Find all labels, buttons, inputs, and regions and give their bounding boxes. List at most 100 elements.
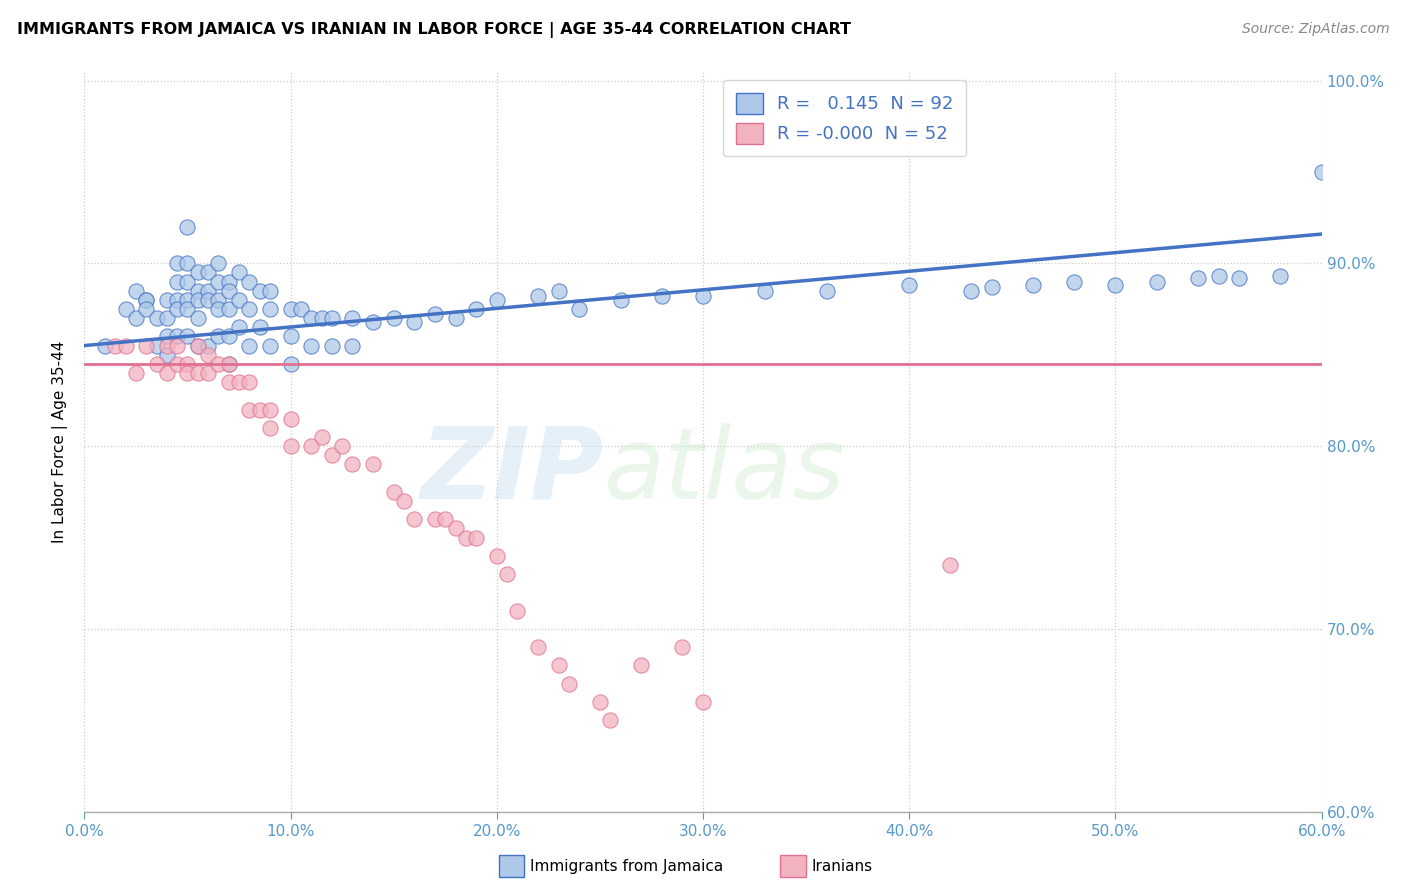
Point — [187, 366, 209, 380]
Text: atlas: atlas — [605, 423, 845, 520]
Point — [156, 366, 179, 380]
Point — [176, 357, 198, 371]
Point — [485, 293, 508, 307]
Point — [361, 458, 384, 472]
Point — [259, 421, 281, 435]
Point — [465, 531, 488, 545]
Point — [218, 375, 240, 389]
Point — [496, 567, 519, 582]
Point — [207, 256, 229, 270]
Point — [259, 284, 281, 298]
Point — [382, 311, 405, 326]
Point — [176, 275, 198, 289]
Point — [392, 494, 415, 508]
Point — [176, 301, 198, 316]
Legend: R =   0.145  N = 92, R = -0.000  N = 52: R = 0.145 N = 92, R = -0.000 N = 52 — [723, 80, 966, 156]
Point — [321, 448, 343, 462]
Point — [218, 275, 240, 289]
Point — [434, 512, 457, 526]
Text: Immigrants from Jamaica: Immigrants from Jamaica — [530, 859, 723, 873]
Point — [125, 311, 148, 326]
Point — [280, 357, 302, 371]
Point — [135, 301, 157, 316]
Point — [104, 338, 127, 352]
Point — [197, 348, 219, 362]
Point — [197, 338, 219, 352]
Point — [342, 311, 364, 326]
Point — [166, 329, 188, 343]
Point — [1270, 269, 1292, 284]
Point — [671, 640, 693, 655]
Point — [187, 311, 209, 326]
Point — [558, 677, 581, 691]
Point — [630, 658, 652, 673]
Point — [166, 357, 188, 371]
Point — [960, 284, 983, 298]
Text: IMMIGRANTS FROM JAMAICA VS IRANIAN IN LABOR FORCE | AGE 35-44 CORRELATION CHART: IMMIGRANTS FROM JAMAICA VS IRANIAN IN LA… — [17, 22, 851, 38]
Point — [238, 375, 260, 389]
Point — [156, 348, 179, 362]
Point — [898, 278, 921, 293]
Point — [228, 293, 250, 307]
Point — [145, 311, 167, 326]
Point — [145, 357, 167, 371]
Point — [135, 338, 157, 352]
Point — [218, 301, 240, 316]
Point — [187, 293, 209, 307]
Point — [609, 293, 631, 307]
Point — [444, 521, 467, 535]
Point — [114, 301, 136, 316]
Point — [547, 658, 569, 673]
Point — [166, 338, 188, 352]
Point — [280, 301, 302, 316]
Point — [280, 439, 302, 453]
Point — [197, 366, 219, 380]
Point — [207, 301, 229, 316]
Point — [125, 366, 148, 380]
Point — [280, 329, 302, 343]
Point — [197, 265, 219, 279]
Point — [361, 315, 384, 329]
Point — [1063, 275, 1085, 289]
Point — [197, 284, 219, 298]
Point — [330, 439, 353, 453]
Point — [259, 402, 281, 417]
Point — [249, 320, 271, 334]
Point — [238, 275, 260, 289]
Point — [299, 311, 322, 326]
Point — [176, 219, 198, 234]
Point — [454, 531, 477, 545]
Point — [1146, 275, 1168, 289]
Point — [547, 284, 569, 298]
Point — [290, 301, 312, 316]
Point — [156, 338, 179, 352]
Point — [568, 301, 591, 316]
Point — [599, 714, 621, 728]
Point — [207, 357, 229, 371]
Point — [485, 549, 508, 563]
Point — [218, 284, 240, 298]
Point — [1208, 269, 1230, 284]
Point — [156, 293, 179, 307]
Point — [444, 311, 467, 326]
Point — [166, 301, 188, 316]
Point — [980, 280, 1002, 294]
Point — [94, 338, 117, 352]
Point — [939, 558, 962, 572]
Point — [228, 375, 250, 389]
Point — [527, 289, 550, 303]
Point — [404, 512, 426, 526]
Point — [311, 311, 333, 326]
Point — [382, 484, 405, 499]
Point — [249, 402, 271, 417]
Point — [815, 284, 838, 298]
Point — [176, 329, 198, 343]
Point — [1310, 165, 1333, 179]
Point — [259, 301, 281, 316]
Point — [423, 512, 446, 526]
Point — [299, 439, 322, 453]
Point — [692, 289, 714, 303]
Point — [321, 338, 343, 352]
Point — [754, 284, 776, 298]
Text: ZIP: ZIP — [420, 423, 605, 520]
